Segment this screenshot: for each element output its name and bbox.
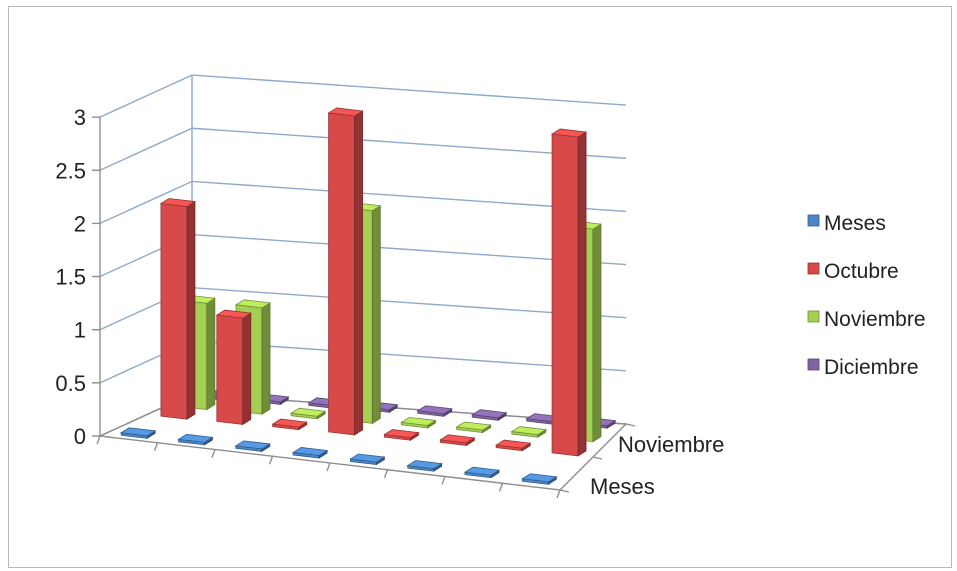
- x-tick-mark: [441, 476, 446, 485]
- legend-label-diciembre: Diciembre: [824, 356, 919, 379]
- x-tick-mark: [556, 489, 561, 499]
- bar-octubre-front: [216, 314, 244, 425]
- y-tick-label: 0.5: [55, 371, 86, 396]
- bar-meses-top: [406, 460, 443, 470]
- depth-tick-mark: [559, 489, 570, 493]
- x-tick-mark: [498, 483, 504, 492]
- bar-octubre-side: [186, 200, 196, 420]
- bar-octubre-front: [160, 203, 188, 420]
- bar-noviembre-side: [261, 302, 271, 415]
- bar-meses-top: [177, 433, 214, 443]
- x-tick-mark: [211, 449, 216, 458]
- bar-octubre-top: [550, 128, 588, 138]
- bar-octubre-side: [354, 110, 363, 436]
- legend-label-noviembre: Noviembre: [824, 308, 926, 331]
- bar-meses-top: [521, 473, 558, 483]
- bar-meses-top: [291, 447, 329, 456]
- depth-tick-mark: [625, 423, 636, 427]
- y-tick-label: 2.5: [55, 158, 86, 183]
- y-tick-label: 1.5: [55, 265, 86, 290]
- bar-noviembre-top: [289, 407, 327, 417]
- bar-noviembre-side: [206, 297, 216, 411]
- bar-diciembre-top: [471, 409, 508, 419]
- bar-octubre-side: [242, 312, 252, 426]
- x-tick-mark: [383, 469, 389, 478]
- x-tick-mark: [96, 435, 101, 445]
- bar-octubre-top: [159, 198, 197, 207]
- bar-octubre-front: [551, 133, 579, 457]
- legend-swatch-octubre: [807, 262, 820, 275]
- y-tick-label: 1: [74, 318, 86, 343]
- depth-label-noviembre: Noviembre: [618, 432, 724, 457]
- gridline: [99, 127, 627, 171]
- depth-label-meses: Meses: [590, 474, 655, 499]
- bar-diciembre-top: [416, 405, 453, 415]
- bar-noviembre-top: [234, 299, 272, 309]
- x-tick-mark: [153, 442, 159, 451]
- bar-octubre-top: [495, 439, 532, 449]
- bar-octubre-top: [271, 418, 308, 428]
- bar-noviembre-side: [371, 205, 381, 425]
- bar-meses-top: [234, 440, 271, 450]
- bar-meses-top: [463, 466, 501, 476]
- bar-noviembre-top: [400, 416, 437, 426]
- bar-noviembre-top: [510, 426, 547, 436]
- legend-swatch-diciembre: [807, 358, 820, 371]
- bar-octubre-side: [577, 131, 587, 457]
- bar-noviembre-side: [592, 223, 602, 443]
- bar-octubre-top: [383, 429, 420, 439]
- bar-meses-top: [119, 427, 157, 437]
- bar-meses-top: [349, 453, 386, 463]
- bar-octubre-front: [328, 112, 355, 436]
- legend-swatch-meses: [807, 214, 820, 227]
- legend-swatch-noviembre: [807, 310, 820, 323]
- bar-octubre-top: [439, 434, 476, 444]
- y-tick-label: 3: [74, 105, 86, 130]
- y-tick-label: 2: [74, 211, 86, 236]
- bar-octubre-top: [327, 107, 364, 117]
- x-tick-mark: [326, 462, 331, 472]
- x-tick-mark: [268, 456, 274, 465]
- depth-tick-mark: [592, 456, 603, 460]
- legend-label-meses: Meses: [824, 212, 886, 235]
- legend-label-octubre: Octubre: [824, 260, 899, 283]
- y-tick-label: 0: [74, 424, 86, 449]
- bar-noviembre-top: [455, 421, 492, 431]
- bar-octubre-top: [215, 309, 252, 319]
